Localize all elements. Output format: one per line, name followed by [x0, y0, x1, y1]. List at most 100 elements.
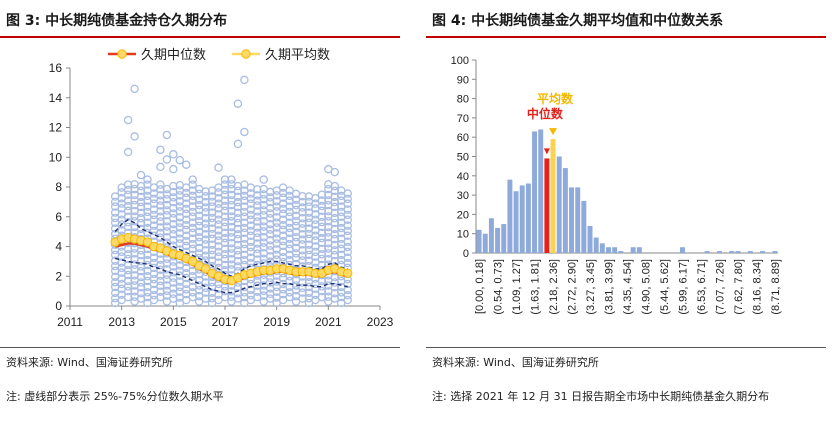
fund-point: [220, 222, 230, 232]
fund-point: [123, 266, 133, 275]
y-tick-label: 14: [49, 91, 63, 105]
fund-point: [298, 251, 307, 260]
right-figure-title: 图 4: 中长期纯债基金久期平均值和中位数关系: [432, 13, 724, 29]
fund-point: [136, 224, 146, 234]
quartile-25-line: [115, 257, 348, 294]
fund-point: [253, 223, 262, 232]
fund-point: [123, 292, 133, 302]
fund-point: [156, 255, 165, 264]
fund-point-outlier: [143, 175, 152, 184]
y-tick-label: 100: [451, 55, 469, 67]
fund-point: [317, 201, 327, 211]
fund-point: [330, 192, 340, 202]
fund-point: [343, 242, 352, 252]
fund-point-outlier: [162, 130, 172, 140]
fund-point: [156, 271, 165, 280]
duration-distribution-chart: 0 2 4 6 8 10 12 14 16 2011 2013 2015 2017 2019 2021 202…: [49, 47, 394, 329]
fund-point: [156, 223, 165, 232]
fund-point: [265, 278, 275, 287]
fund-point: [330, 218, 340, 228]
fund-point: [330, 234, 340, 244]
series-mean-point: [142, 237, 153, 247]
fund-point-outlier: [181, 160, 191, 169]
x-tick-label: (5.99, 6.17]: [678, 259, 690, 315]
histogram-bar: [612, 247, 618, 253]
fund-point: [317, 292, 327, 302]
histogram-bar: [495, 227, 501, 253]
fund-point: [317, 254, 327, 264]
x-tick-label: (6.53, 6.71]: [696, 259, 708, 315]
fund-point-outlier: [175, 155, 185, 165]
histogram-bar: [716, 251, 722, 253]
fund-point: [220, 185, 230, 195]
fund-point: [188, 228, 197, 238]
fund-point: [136, 218, 146, 228]
histogram-bar: [679, 247, 685, 253]
fund-point: [253, 191, 262, 200]
y-tick-label: 8: [55, 180, 62, 194]
fund-point: [233, 234, 243, 244]
fund-point: [188, 292, 197, 302]
fund-point: [298, 213, 307, 223]
x-tick-label: (4.35, 4.54]: [622, 259, 634, 315]
fund-point: [298, 191, 307, 201]
histogram-bar: [476, 229, 482, 253]
y-tick-label: 10: [457, 229, 469, 241]
fund-point: [298, 240, 307, 249]
fund-point: [233, 256, 243, 266]
fund-point: [169, 230, 178, 239]
fund-point: [343, 279, 352, 289]
fund-point: [136, 256, 146, 266]
fund-point-outlier: [233, 139, 243, 149]
histogram-bar: [735, 251, 741, 253]
fund-point-outlier: [233, 99, 243, 108]
legend-mean-label: 久期平均数: [265, 47, 330, 62]
fund-point: [253, 281, 262, 291]
fund-point: [123, 222, 133, 232]
fund-point: [123, 249, 133, 259]
x-tick-label: 2015: [160, 315, 187, 329]
fund-point-outlier: [330, 167, 340, 177]
x-tick-label: [0.00, 0.18]: [474, 259, 486, 314]
y-tick-label: 4: [55, 240, 62, 254]
y-tick-label: 60: [457, 132, 469, 144]
fund-point: [343, 194, 352, 204]
fund-point: [233, 208, 243, 218]
fund-point: [156, 233, 165, 242]
fund-point: [253, 217, 262, 226]
fund-point: [317, 190, 327, 199]
right-title-rule: [426, 36, 826, 38]
fund-point-outlier: [169, 164, 178, 174]
fund-point: [136, 283, 146, 292]
histogram-bar: [704, 251, 710, 253]
fund-point: [156, 287, 165, 296]
x-tick-label: 2013: [108, 315, 135, 329]
fund-point: [123, 260, 133, 270]
x-tick-label: (3.27, 3.45]: [585, 259, 597, 315]
x-tick-label: 2017: [212, 315, 239, 329]
y-tick-label: 2: [55, 269, 62, 283]
fund-point: [330, 240, 340, 250]
fund-point: [123, 180, 133, 189]
fund-point: [201, 278, 210, 287]
left-source-rule: [0, 347, 400, 348]
y-tick-label: 0: [55, 299, 62, 313]
fund-point: [201, 235, 210, 244]
fund-point: [317, 286, 327, 296]
mean-marker: [549, 128, 558, 136]
fund-point: [298, 235, 307, 244]
fund-point: [298, 219, 307, 228]
y-tick-label: 20: [457, 209, 469, 221]
left-figure-title: 图 3: 中长期纯债基金持仓久期分布: [6, 13, 228, 29]
fund-point: [343, 189, 352, 198]
fund-point: [233, 224, 243, 234]
fund-point: [330, 224, 340, 234]
x-tick-label: (8.71, 8.89]: [770, 259, 782, 315]
fund-point: [123, 270, 133, 280]
fund-point: [330, 283, 340, 292]
fund-point: [233, 288, 243, 298]
fund-point: [265, 294, 275, 303]
histogram-bar: [569, 187, 575, 253]
fund-point: [136, 186, 146, 196]
left-source: 资料来源: Wind、国海证券研究所: [6, 356, 173, 369]
